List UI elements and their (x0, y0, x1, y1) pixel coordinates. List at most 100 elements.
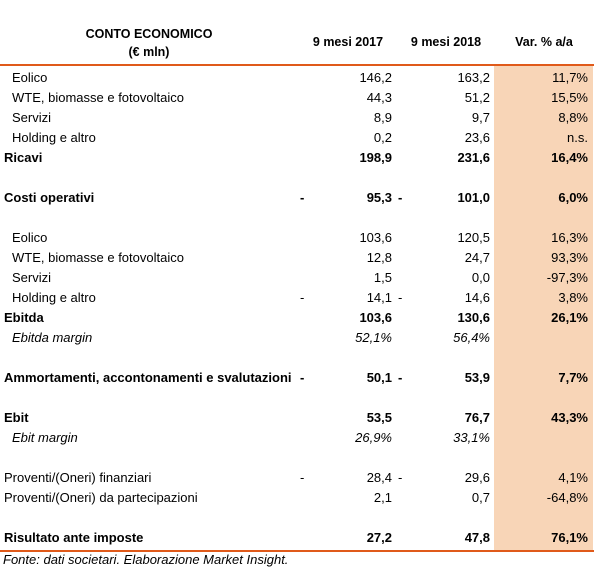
cell-2017-value: 198,9 (359, 150, 392, 165)
cell-2018-value: 23,6 (464, 130, 490, 145)
table-row: Ricavi 198,9 231,6 16,4% (0, 148, 594, 168)
cell-2018-sign: - (398, 470, 403, 485)
spacer-row (0, 508, 594, 528)
row-label: Ebit (4, 410, 29, 425)
cell-variation: -97,3% (546, 270, 588, 285)
header-col-2017: 9 mesi 2017 (312, 35, 384, 49)
cell-2017-value: 8,9 (373, 110, 392, 125)
table-row: Ebit margin 26,9% 33,1% (0, 428, 594, 448)
cell-2018-value: 56,4% (453, 330, 490, 345)
spacer-row (0, 448, 594, 468)
cell-variation: 16,3% (551, 230, 588, 245)
row-label: WTE, biomasse e fotovoltaico (12, 250, 184, 265)
header-title: CONTO ECONOMICO (85, 27, 213, 41)
cell-2017-value: 95,3 (366, 190, 392, 205)
cell-variation: 3,8% (558, 290, 588, 305)
cell-variation: 7,7% (558, 370, 588, 385)
cell-2018-value: 29,6 (464, 470, 490, 485)
cell-2017-value: 50,1 (366, 370, 392, 385)
cell-2017-value: 44,3 (366, 90, 392, 105)
cell-variation: 4,1% (558, 470, 588, 485)
row-label: Eolico (12, 230, 48, 245)
cell-2018-value: 0,0 (471, 270, 490, 285)
cell-2017-value: 27,2 (366, 530, 392, 545)
cell-2017-value: 2,1 (373, 490, 392, 505)
row-label: Ebit margin (12, 430, 78, 445)
table-row: Ammortamenti, accontonamenti e svalutazi… (0, 368, 594, 388)
cell-variation: n.s. (567, 130, 588, 145)
spacer-row (0, 348, 594, 368)
row-label: Proventi/(Oneri) finanziari (4, 470, 152, 485)
cell-variation: 8,8% (558, 110, 588, 125)
spacer-row (0, 388, 594, 408)
row-label: Proventi/(Oneri) da partecipazioni (4, 490, 198, 505)
table-row: Ebit 53,5 76,7 43,3% (0, 408, 594, 428)
cell-2018-value: 101,0 (457, 190, 490, 205)
cell-2017-value: 53,5 (366, 410, 392, 425)
row-label: Servizi (12, 110, 52, 125)
cell-2017-sign: - (300, 470, 305, 485)
cell-variation: -64,8% (546, 490, 588, 505)
cell-2018-value: 51,2 (464, 90, 490, 105)
cell-2018-value: 14,6 (464, 290, 490, 305)
table-row: WTE, biomasse e fotovoltaico 44,3 51,2 15,5… (0, 88, 594, 108)
header-unit: (€ mln) (128, 45, 170, 59)
table-row: Holding e altro 0,2 23,6 n.s. (0, 128, 594, 148)
row-label: Servizi (12, 270, 52, 285)
header-title-cell: CONTO ECONOMICO (€ mln) (60, 25, 238, 61)
table-row: Proventi/(Oneri) finanziari -28,4-29,6 4,1… (0, 468, 594, 488)
row-label: Ammortamenti, accontonamenti e svalutazi… (4, 370, 292, 385)
cell-2017-value: 26,9% (355, 430, 392, 445)
cell-variation: 6,0% (558, 190, 588, 205)
cell-variation: 43,3% (551, 410, 588, 425)
cell-2017-sign: - (300, 190, 305, 205)
row-label: Eolico (12, 70, 48, 85)
cell-2018-value: 130,6 (457, 310, 490, 325)
row-label: Risultato ante imposte (4, 530, 144, 545)
row-label: Holding e altro (12, 290, 96, 305)
cell-2017-sign: - (300, 370, 305, 385)
cell-2018-value: 76,7 (464, 410, 490, 425)
cell-2017-value: 12,8 (366, 250, 392, 265)
header-col-2018: 9 mesi 2018 (410, 35, 482, 49)
table-row: Eolico 103,6 120,5 16,3% (0, 228, 594, 248)
cell-2018-value: 120,5 (457, 230, 490, 245)
cell-2018-value: 163,2 (457, 70, 490, 85)
cell-2017-value: 28,4 (366, 470, 392, 485)
header-col-variation: Var. % a/a (515, 35, 573, 49)
table-row: Risultato ante imposte 27,2 47,8 76,1% (0, 528, 594, 548)
variation-column-highlight (494, 66, 593, 550)
header-divider (0, 64, 594, 66)
row-label: Ricavi (4, 150, 43, 165)
row-label: Costi operativi (4, 190, 95, 205)
cell-variation: 15,5% (551, 90, 588, 105)
cell-2018-sign: - (398, 370, 403, 385)
cell-2018-sign: - (398, 290, 403, 305)
cell-2018-value: 231,6 (457, 150, 490, 165)
cell-2018-sign: - (398, 190, 403, 205)
cell-variation: 26,1% (551, 310, 588, 325)
cell-2017-sign: - (300, 290, 305, 305)
table-row: WTE, biomasse e fotovoltaico 12,8 24,7 93,3… (0, 248, 594, 268)
spacer-row (0, 208, 594, 228)
footer-divider (0, 550, 594, 552)
cell-variation: 11,7% (552, 70, 588, 85)
table-row: Servizi 1,5 0,0 -97,3% (0, 268, 594, 288)
cell-2017-value: 103,6 (359, 310, 392, 325)
cell-2017-value: 1,5 (373, 270, 392, 285)
cell-2018-value: 24,7 (464, 250, 490, 265)
row-label: Holding e altro (12, 130, 96, 145)
table-row: Servizi 8,9 9,7 8,8% (0, 108, 594, 128)
table-row: Eolico 146,2 163,2 11,7% (0, 68, 594, 88)
spacer-row (0, 168, 594, 188)
row-label: Ebitda (4, 310, 44, 325)
table-row: Ebitda 103,6 130,6 26,1% (0, 308, 594, 328)
cell-variation: 93,3% (551, 250, 588, 265)
table-row: Costi operativi -95,3-101,0 6,0% (0, 188, 594, 208)
cell-2017-value: 103,6 (359, 230, 392, 245)
table-row: Ebitda margin 52,1% 56,4% (0, 328, 594, 348)
table-header: CONTO ECONOMICO (€ mln) 9 mesi 2017 9 me… (0, 0, 594, 64)
cell-2017-value: 52,1% (355, 330, 392, 345)
cell-2018-value: 33,1% (453, 430, 490, 445)
row-label: Ebitda margin (12, 330, 93, 345)
